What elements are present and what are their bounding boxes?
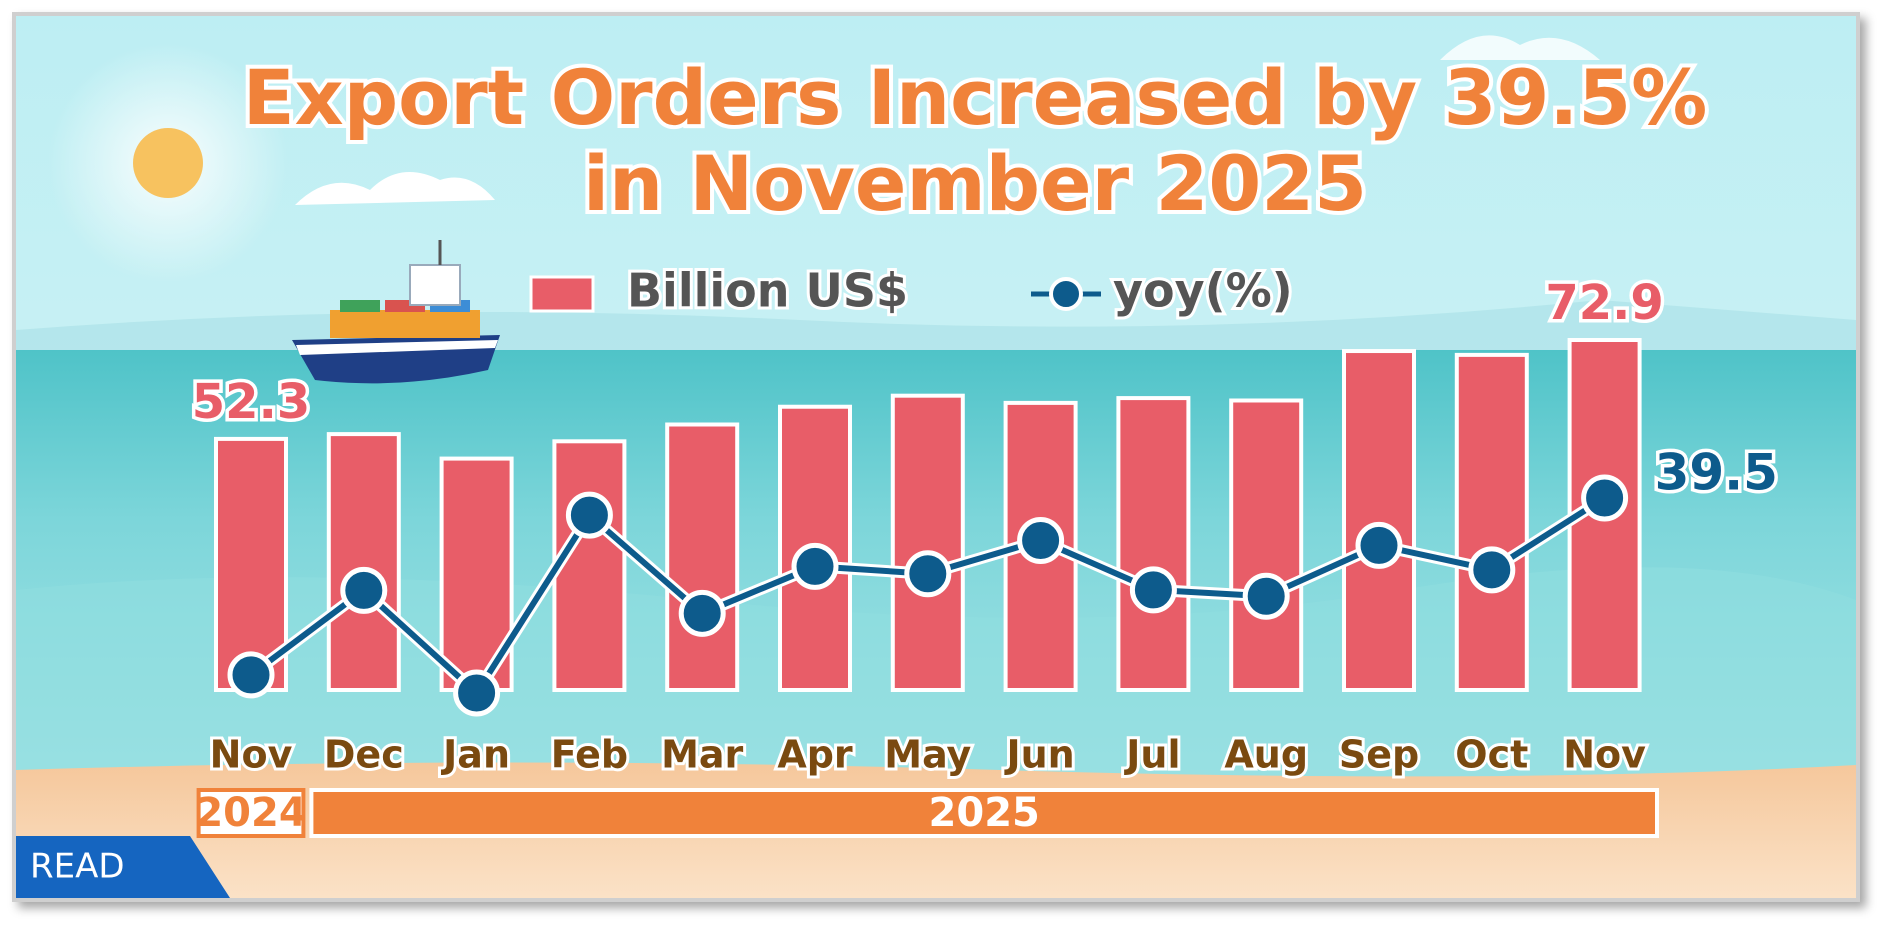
x-tick-label: Mar [661, 733, 743, 777]
plot: 52.3 72.9 39.5 Nov Dec Jan Feb Mar Apr May Jun Jul A… [188, 272, 1781, 838]
yoy-point [565, 491, 613, 539]
bar [665, 422, 740, 692]
x-tick-label: Feb [551, 733, 628, 777]
bar [1454, 352, 1529, 692]
bar [1229, 398, 1304, 692]
x-tick-label: May [884, 733, 971, 777]
chart-title: in November 2025 [583, 139, 1367, 228]
year-group-label: 2025 [929, 790, 1040, 836]
x-tick-label: Nov [210, 733, 293, 777]
legend: Billion US$ yoy(%) [529, 261, 1296, 321]
yoy-point [1468, 546, 1516, 594]
yoy-point [904, 550, 952, 598]
x-tick-label: Nov [1563, 733, 1646, 777]
bar [326, 432, 401, 692]
yoy-point [1017, 517, 1065, 565]
yoy-point [791, 542, 839, 590]
yoy-value-label: 39.5 [1655, 444, 1778, 502]
ship [292, 240, 500, 384]
bar [214, 436, 288, 693]
yoy-point [340, 566, 388, 614]
x-tick-label: Jan [440, 733, 510, 777]
yoy-point [1581, 474, 1629, 522]
yoy-point [1355, 521, 1403, 569]
chart-title: Export Orders Increased by 39.5% [243, 53, 1707, 142]
bar [890, 393, 965, 692]
legend-label: Billion US$ [627, 264, 908, 318]
bar [1342, 349, 1416, 692]
yoy-point [678, 589, 726, 637]
legend-swatch [529, 275, 595, 313]
x-tick-label: Jul [1123, 733, 1180, 777]
bar-value-label: 52.3 [192, 374, 310, 430]
x-tick-label: Sep [1339, 733, 1419, 777]
badge-text: READ [30, 847, 125, 887]
year-group-box [309, 788, 1659, 838]
x-tick-label: Dec [324, 733, 404, 777]
x-tick-label: Oct [1455, 733, 1528, 777]
bar [552, 439, 627, 692]
x-tick-label: Jun [1003, 733, 1074, 777]
legend-label: yoy(%) [1113, 264, 1293, 318]
badge: READ [16, 836, 230, 898]
bar [1116, 396, 1191, 692]
year-group-box [196, 788, 306, 838]
yoy-point [1242, 572, 1290, 620]
x-tick-label: Aug [1224, 733, 1308, 777]
yoy-point [453, 669, 501, 717]
bar-value-label: 72.9 [1545, 275, 1663, 331]
yoy-point [1129, 566, 1177, 614]
x-tick-label: Apr [777, 733, 853, 777]
legend-swatch [1049, 277, 1083, 311]
yoy-point [227, 651, 275, 699]
year-group-label: 2024 [195, 790, 306, 836]
